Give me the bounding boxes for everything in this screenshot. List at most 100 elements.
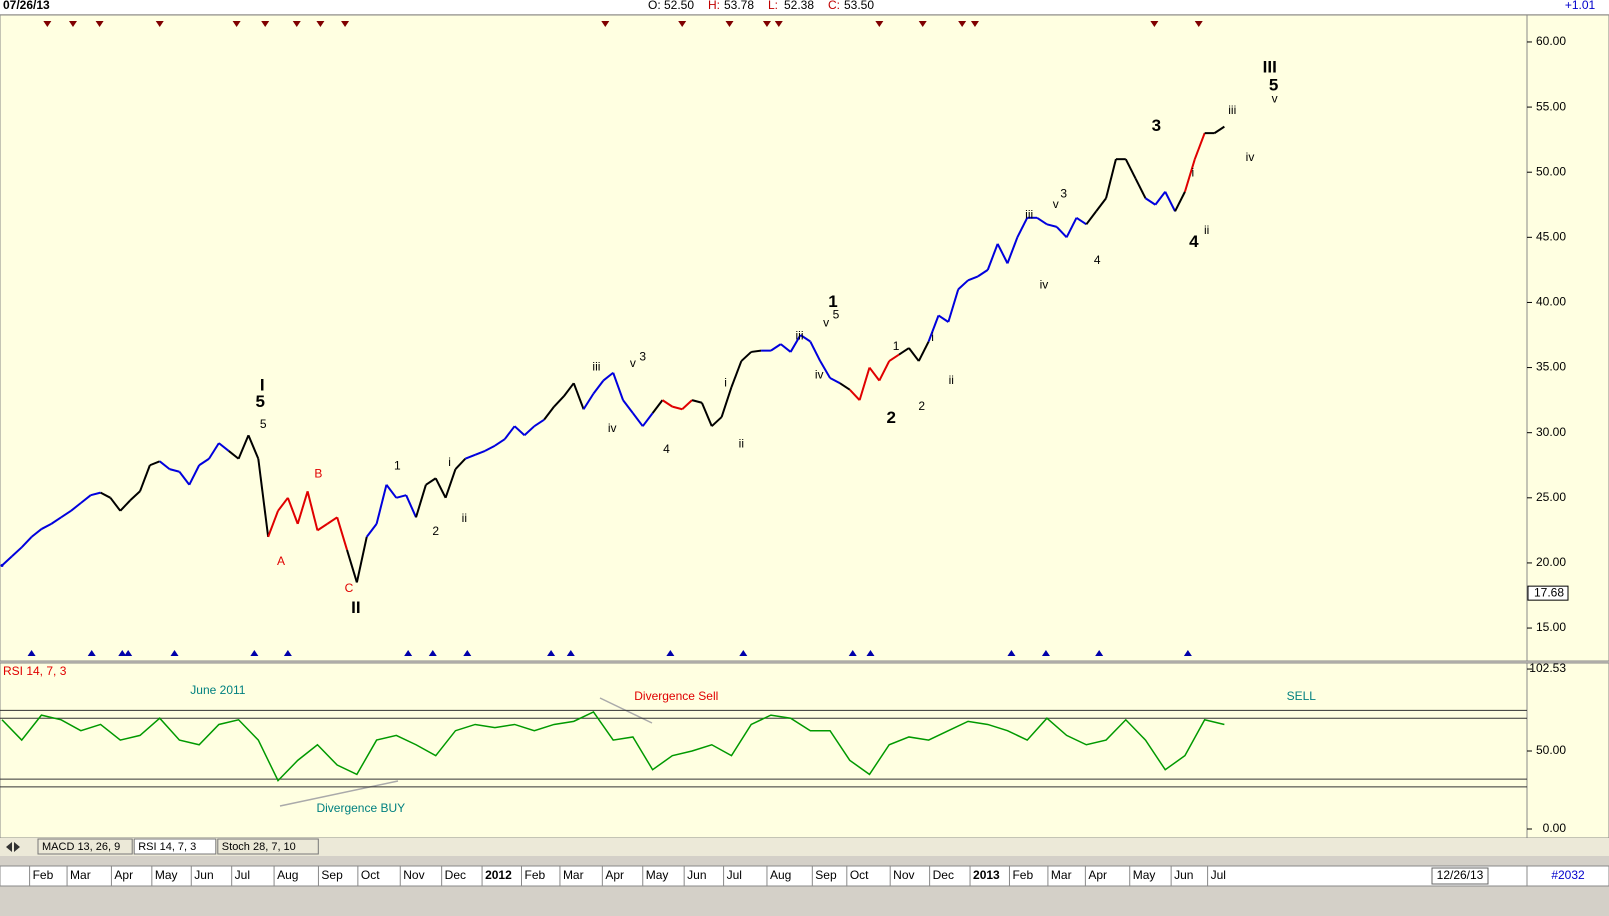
buy-marker — [124, 650, 133, 656]
tab-label[interactable]: RSI 14, 7, 3 — [138, 841, 196, 853]
price-segment — [1075, 216, 1087, 226]
x-tick-label: May — [1133, 868, 1156, 882]
sell-marker — [678, 21, 687, 27]
sell-marker — [1194, 21, 1203, 27]
x-axis-panel — [0, 865, 1528, 887]
price-segment — [878, 360, 891, 382]
price-segment — [396, 494, 407, 499]
annotation: v — [630, 356, 636, 370]
tab[interactable] — [133, 838, 217, 855]
price-segment — [346, 549, 358, 583]
price-segment — [375, 484, 388, 525]
annotation: 2 — [886, 408, 895, 427]
price-segment — [1193, 132, 1206, 160]
price-segment — [208, 442, 220, 460]
x-tick-label: Nov — [403, 868, 424, 882]
price-segment — [917, 341, 930, 362]
price-segment — [720, 386, 733, 418]
ohlc-value: 53.50 — [844, 0, 874, 12]
x-tick-label: Jun — [1174, 868, 1193, 882]
price-segment — [503, 425, 516, 440]
annotation: I — [260, 375, 265, 394]
price-segment — [228, 450, 240, 460]
buy-marker — [1183, 650, 1192, 656]
tab[interactable] — [37, 838, 133, 855]
ohlc-label: H: — [708, 0, 720, 12]
buy-marker — [87, 650, 96, 656]
y-tick-label: 40.00 — [1536, 295, 1566, 309]
annotation: ii — [1204, 223, 1209, 237]
price-segment — [839, 382, 851, 391]
annotation: Divergence BUY — [316, 801, 405, 815]
price-segment — [967, 275, 979, 282]
annotation: 4 — [1094, 253, 1101, 267]
sell-marker — [1150, 21, 1159, 27]
price-segment — [257, 458, 270, 538]
price-segment — [849, 389, 861, 401]
price-segment — [218, 442, 230, 452]
x-tick-label: May — [646, 868, 669, 882]
annotation: II — [351, 598, 360, 617]
x-tick-label: Feb — [525, 868, 546, 882]
annotation: 5 — [1269, 76, 1278, 95]
price-segment — [1105, 158, 1117, 199]
annotation: i — [1191, 166, 1194, 180]
top-bar — [0, 0, 1609, 14]
price-segment — [592, 379, 605, 395]
price-segment — [1006, 236, 1019, 264]
price-segment — [700, 402, 713, 427]
tab[interactable] — [217, 838, 319, 855]
price-segment — [651, 399, 664, 414]
price-segment — [70, 502, 82, 512]
annotation: C — [345, 581, 354, 595]
tab-label[interactable]: Stoch 28, 7, 10 — [222, 841, 296, 853]
annotation: 5 — [833, 308, 840, 322]
price-segment — [139, 464, 151, 492]
price-segment — [316, 523, 328, 532]
price-segment — [1036, 216, 1048, 226]
buy-marker — [547, 650, 556, 656]
price-segment — [691, 399, 703, 404]
buy-marker — [250, 650, 259, 656]
x-tick-label: Dec — [445, 868, 466, 882]
price-segment — [632, 412, 644, 427]
annotation: III — [1263, 57, 1277, 76]
price-segment — [1046, 223, 1058, 228]
y-tick-label: 50.00 — [1536, 743, 1566, 757]
annotation: iv — [608, 421, 617, 435]
price-segment — [947, 289, 960, 323]
sell-marker — [341, 21, 350, 27]
sell-marker — [43, 21, 52, 27]
annotation: 4 — [1189, 232, 1199, 251]
price-segment — [306, 491, 319, 531]
price-panel — [0, 14, 1528, 662]
price-segment — [159, 460, 171, 470]
ohlc-label: C: — [828, 0, 840, 12]
annotation: iv — [1040, 278, 1049, 292]
price-segment — [898, 347, 910, 356]
buy-marker — [428, 650, 437, 656]
tab-label[interactable]: MACD 13, 26, 9 — [42, 841, 120, 853]
price-segment — [789, 334, 802, 353]
price-segment — [365, 523, 378, 538]
price-segment — [11, 546, 23, 558]
price-segment — [711, 416, 723, 427]
cursor-box — [1527, 585, 1569, 601]
price-segment — [267, 510, 279, 538]
sell-marker — [774, 21, 783, 27]
x-tick-label: Mar — [70, 868, 91, 882]
annotation: iv — [815, 368, 824, 382]
tab-arrows[interactable] — [6, 842, 20, 852]
price-segment — [237, 434, 250, 460]
end-date-box — [1431, 867, 1489, 885]
price-segment — [119, 499, 131, 512]
annotation: 2 — [432, 524, 439, 538]
price-segment — [672, 405, 683, 411]
price-segment — [30, 528, 43, 538]
sell-marker — [232, 21, 241, 27]
price-segment — [986, 243, 999, 271]
annotation: i — [448, 455, 451, 469]
x-tick-label: Apr — [605, 868, 624, 882]
